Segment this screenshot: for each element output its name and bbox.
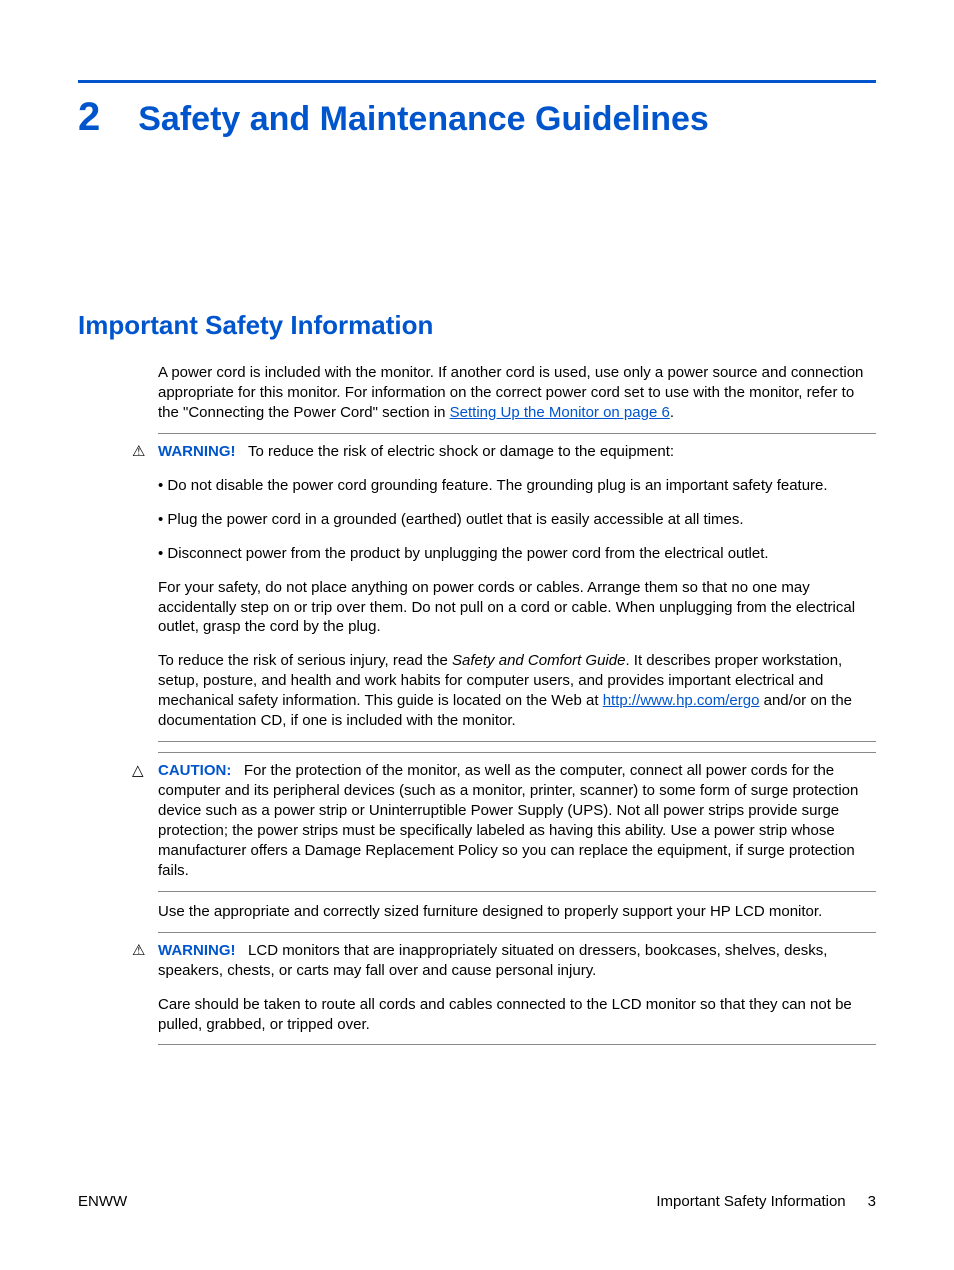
section-heading: Important Safety Information [78, 310, 876, 341]
intro-paragraph: A power cord is included with the monito… [158, 363, 876, 423]
footer-right: Important Safety Information 3 [656, 1193, 876, 1210]
footer-left: ENWW [78, 1193, 127, 1210]
warning1-lead: WARNING! To reduce the risk of electric … [158, 442, 876, 462]
warning1-bullet: • Disconnect power from the product by u… [158, 544, 876, 564]
warning-icon: ⚠ [132, 941, 145, 961]
caution-paragraph: CAUTION: For the protection of the monit… [158, 761, 876, 881]
footer-section-label: Important Safety Information [656, 1193, 845, 1210]
warning-callout-1: ⚠ WARNING! To reduce the risk of electri… [158, 433, 876, 742]
ergo-link[interactable]: http://www.hp.com/ergo [603, 692, 760, 709]
warning-label: WARNING! [158, 443, 236, 460]
warning1-bullet: • Do not disable the power cord groundin… [158, 476, 876, 496]
top-rule [78, 80, 876, 83]
document-page: 2 Safety and Maintenance Guidelines Impo… [0, 0, 954, 1270]
warning1-p2-before: To reduce the risk of serious injury, re… [158, 652, 452, 669]
caution-label: CAUTION: [158, 762, 231, 779]
chapter-heading: 2 Safety and Maintenance Guidelines [78, 95, 876, 140]
page-footer: ENWW Important Safety Information 3 [78, 1193, 876, 1210]
section-body: A power cord is included with the monito… [78, 363, 876, 1045]
chapter-title: Safety and Maintenance Guidelines [138, 100, 709, 139]
warning1-lead-text: To reduce the risk of electric shock or … [248, 443, 674, 460]
warning2-para2: Care should be taken to route all cords … [158, 995, 876, 1035]
warning-icon: ⚠ [132, 442, 145, 462]
page-number: 3 [868, 1193, 876, 1210]
warning1-bullet: • Plug the power cord in a grounded (ear… [158, 510, 876, 530]
warning-callout-2: ⚠ WARNING! LCD monitors that are inappro… [158, 932, 876, 1046]
setup-link[interactable]: Setting Up the Monitor on page 6 [450, 404, 670, 421]
caution-callout: △ CAUTION: For the protection of the mon… [158, 752, 876, 892]
warning2-p1-text: LCD monitors that are inappropriately si… [158, 942, 827, 979]
mid-paragraph: Use the appropriate and correctly sized … [158, 902, 876, 922]
warning2-para1: WARNING! LCD monitors that are inappropr… [158, 941, 876, 981]
safety-guide-title: Safety and Comfort Guide [452, 652, 625, 669]
warning1-para2: To reduce the risk of serious injury, re… [158, 651, 876, 731]
chapter-number: 2 [78, 95, 100, 140]
warning1-para1: For your safety, do not place anything o… [158, 578, 876, 638]
caution-text: For the protection of the monitor, as we… [158, 762, 858, 879]
intro-text-after: . [670, 404, 674, 421]
caution-icon: △ [132, 761, 144, 781]
warning-label: WARNING! [158, 942, 236, 959]
